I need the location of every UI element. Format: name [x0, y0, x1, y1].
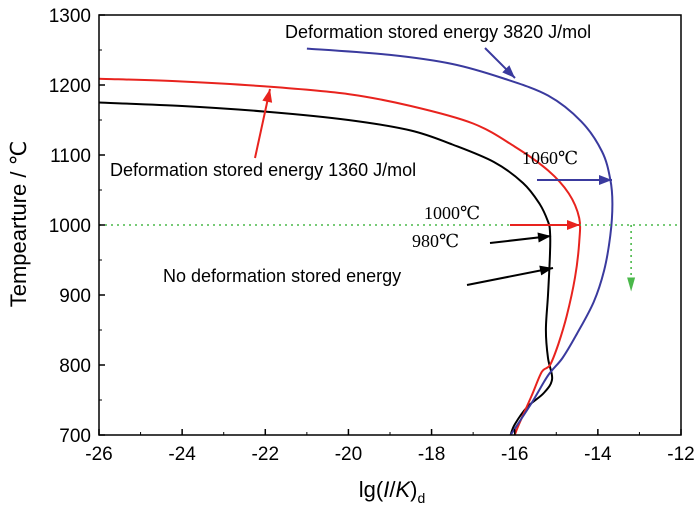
arrow-no-deformation-head	[539, 265, 553, 276]
y-tick-label: 900	[59, 286, 91, 307]
curve-1360	[98, 77, 582, 436]
annotation-arrows	[254, 47, 612, 286]
y-tick-label: 700	[59, 426, 91, 447]
axis-tick-labels: -26 -24 -22 -20 -18 -16 -14 -12 700 800 900 1000 110…	[49, 6, 695, 465]
curve-no-deformation	[98, 101, 554, 436]
axis-ticks	[98, 14, 682, 436]
reference-drop-arrowhead	[627, 277, 636, 292]
x-tick-label: -24	[168, 444, 196, 465]
arrow-1360-head	[262, 89, 273, 103]
annotation-1060C: 1060℃	[522, 148, 578, 168]
y-tick-label: 1300	[49, 6, 91, 27]
arrow-no-deformation	[466, 267, 554, 286]
y-tick-label: 1000	[49, 216, 91, 237]
x-tick-label: -14	[584, 444, 612, 465]
x-tick-label: -26	[85, 444, 112, 465]
curve-3820	[306, 47, 614, 436]
arrow-1000-head	[567, 220, 580, 230]
plot-lines	[98, 47, 614, 436]
annotation-3820: Deformation stored energy 3820 J/mol	[285, 22, 591, 42]
reference-line-group	[99, 224, 681, 292]
arrow-980-head	[537, 232, 551, 243]
plot-frame	[98, 14, 682, 436]
x-tick-label: -22	[252, 444, 279, 465]
y-tick-label: 800	[59, 356, 91, 377]
arrow-1060-head	[599, 175, 612, 185]
y-tick-label: 1100	[50, 146, 91, 167]
x-tick-label: -18	[418, 444, 445, 465]
x-axis-title: lg(I/K)d	[359, 477, 426, 506]
y-tick-label: 1200	[49, 76, 91, 97]
annotation-1000C: 1000℃	[424, 203, 480, 223]
y-axis-title: Tempearture / ℃	[6, 141, 31, 308]
annotation-980C: 980℃	[412, 231, 459, 251]
annotation-no-deformation: No deformation stored energy	[163, 266, 401, 286]
annotation-1360: Deformation stored energy 1360 J/mol	[110, 160, 416, 180]
x-tick-label: -20	[335, 444, 362, 465]
x-tick-label: -12	[667, 444, 694, 465]
arrow-3820-head	[502, 65, 515, 78]
x-tick-label: -16	[501, 444, 528, 465]
